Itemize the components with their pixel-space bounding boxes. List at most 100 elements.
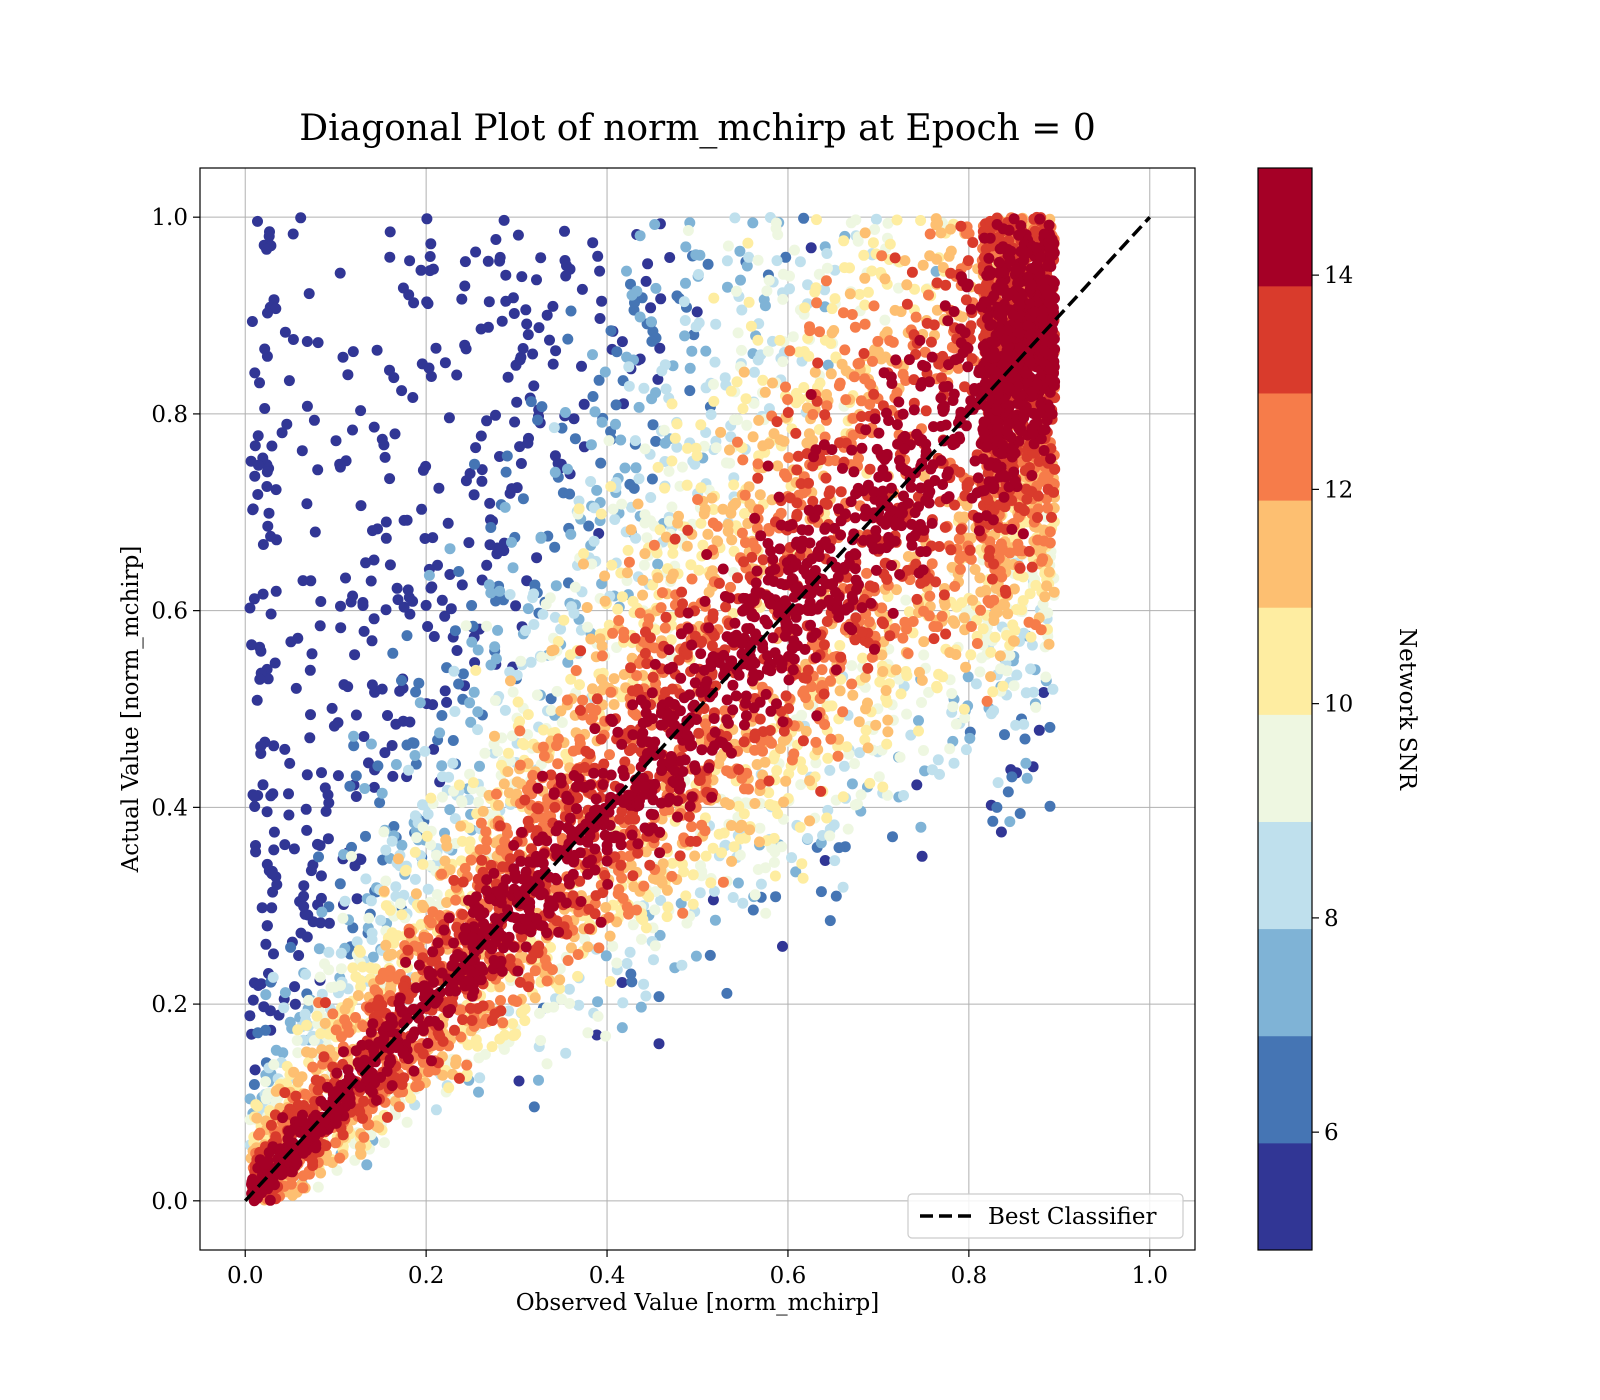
- scatter-point: [848, 371, 860, 383]
- scatter-point: [349, 649, 361, 661]
- scatter-point: [453, 1072, 465, 1084]
- scatter-point: [734, 849, 746, 861]
- scatter-point: [692, 494, 704, 505]
- scatter-point: [953, 533, 965, 545]
- scatter-point: [402, 944, 414, 956]
- scatter-point: [380, 844, 392, 856]
- scatter-point: [641, 532, 653, 544]
- scatter-point: [496, 315, 508, 327]
- scatter-point: [510, 359, 522, 371]
- scatter-point: [1006, 771, 1018, 783]
- scatter-point: [474, 1072, 486, 1084]
- scatter-point: [1033, 724, 1045, 736]
- scatter-point: [409, 846, 421, 858]
- scatter-point: [913, 715, 924, 727]
- scatter-point: [825, 368, 837, 380]
- scatter-point: [995, 826, 1007, 838]
- scatter-point: [755, 878, 767, 890]
- scatter-point: [859, 227, 871, 239]
- scatter-point: [1004, 816, 1016, 828]
- scatter-point: [819, 855, 831, 866]
- scatter-point: [819, 409, 831, 421]
- scatter-point: [465, 854, 477, 866]
- scatter-point: [870, 719, 882, 731]
- scatter-point: [291, 1035, 303, 1046]
- scatter-point: [684, 362, 696, 374]
- scatter-point: [708, 378, 719, 390]
- scatter-point: [1014, 808, 1026, 819]
- scatter-point: [971, 638, 983, 649]
- scatter-point: [690, 950, 702, 962]
- scatter-point: [582, 1027, 594, 1039]
- scatter-point: [739, 783, 750, 795]
- scatter-point: [617, 997, 629, 1009]
- scatter-point: [301, 931, 313, 943]
- scatter-point: [752, 254, 764, 266]
- scatter-point: [436, 594, 448, 606]
- scatter-point: [900, 594, 912, 606]
- scatter-point: [655, 602, 667, 614]
- scatter-point: [605, 686, 617, 698]
- scatter-point: [882, 726, 894, 738]
- scatter-point: [346, 850, 357, 862]
- scatter-point: [950, 718, 962, 730]
- scatter-point: [860, 703, 872, 715]
- scatter-point: [492, 624, 504, 636]
- scatter-point: [1030, 579, 1042, 591]
- scatter-point: [494, 255, 506, 267]
- scatter-point: [449, 1024, 460, 1036]
- scatter-point: [443, 1082, 455, 1094]
- scatter-point: [684, 385, 696, 397]
- scatter-point: [988, 594, 1000, 606]
- scatter-point: [690, 442, 702, 454]
- scatter-point: [680, 277, 691, 289]
- scatter-point: [371, 344, 383, 356]
- scatter-point: [439, 685, 451, 697]
- scatter-point: [985, 671, 997, 683]
- scatter-point: [263, 507, 275, 519]
- scatter-point: [546, 645, 558, 657]
- scatter-point: [1032, 490, 1044, 502]
- scatter-point: [593, 942, 605, 954]
- scatter-point: [736, 527, 748, 539]
- scatter-point: [608, 673, 620, 685]
- scatter-point: [246, 316, 258, 327]
- scatter-point: [928, 319, 940, 331]
- scatter-point: [319, 997, 331, 1009]
- scatter-point: [633, 473, 645, 485]
- scatter-point: [707, 565, 718, 577]
- scatter-point: [1047, 683, 1059, 695]
- scatter-point: [732, 877, 744, 889]
- scatter-point: [416, 503, 428, 515]
- scatter-point: [423, 569, 435, 581]
- scatter-point: [838, 235, 850, 247]
- scatter-point: [676, 959, 688, 971]
- scatter-point: [751, 759, 763, 770]
- scatter-point: [261, 481, 273, 492]
- scatter-point: [347, 346, 359, 358]
- scatter-point: [379, 747, 391, 759]
- scatter-point: [573, 999, 585, 1011]
- scatter-point: [398, 601, 410, 613]
- scatter-point: [821, 248, 833, 259]
- scatter-point: [386, 835, 398, 847]
- scatter-point: [650, 435, 662, 447]
- scatter-point: [647, 671, 659, 683]
- scatter-point: [476, 475, 488, 487]
- scatter-point: [616, 591, 628, 603]
- scatter-point: [289, 981, 301, 993]
- scatter-point: [336, 1031, 347, 1043]
- scatter-point: [507, 562, 519, 574]
- scatter-point: [1038, 471, 1050, 483]
- scatter-point: [459, 280, 471, 292]
- scatter-point: [700, 345, 712, 357]
- scatter-point: [384, 364, 395, 376]
- scatter-point: [418, 931, 430, 943]
- scatter-point: [267, 971, 279, 983]
- scatter-point: [485, 587, 497, 599]
- scatter-point: [894, 751, 906, 763]
- scatter-point: [777, 356, 789, 368]
- scatter-point: [650, 387, 662, 399]
- scatter-point: [559, 407, 571, 418]
- scatter-point: [337, 351, 349, 363]
